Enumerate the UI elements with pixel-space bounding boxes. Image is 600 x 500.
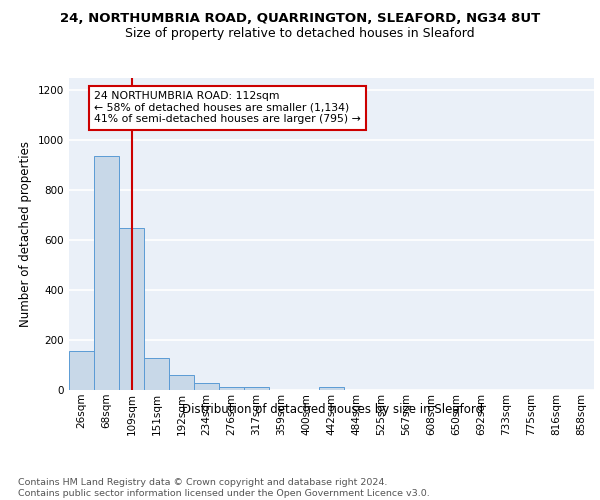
Text: Contains HM Land Registry data © Crown copyright and database right 2024.
Contai: Contains HM Land Registry data © Crown c… [18,478,430,498]
Text: Size of property relative to detached houses in Sleaford: Size of property relative to detached ho… [125,28,475,40]
Bar [119,228,144,390]
Bar [194,383,219,390]
Bar [319,386,344,390]
Bar [144,358,169,390]
Bar [169,375,194,390]
Bar [94,156,119,390]
Bar [69,351,94,390]
Text: 24 NORTHUMBRIA ROAD: 112sqm
← 58% of detached houses are smaller (1,134)
41% of : 24 NORTHUMBRIA ROAD: 112sqm ← 58% of det… [94,91,361,124]
Bar [244,387,269,390]
Text: 24, NORTHUMBRIA ROAD, QUARRINGTON, SLEAFORD, NG34 8UT: 24, NORTHUMBRIA ROAD, QUARRINGTON, SLEAF… [60,12,540,26]
Y-axis label: Number of detached properties: Number of detached properties [19,141,32,327]
Text: Distribution of detached houses by size in Sleaford: Distribution of detached houses by size … [182,402,484,415]
Bar [219,386,244,390]
